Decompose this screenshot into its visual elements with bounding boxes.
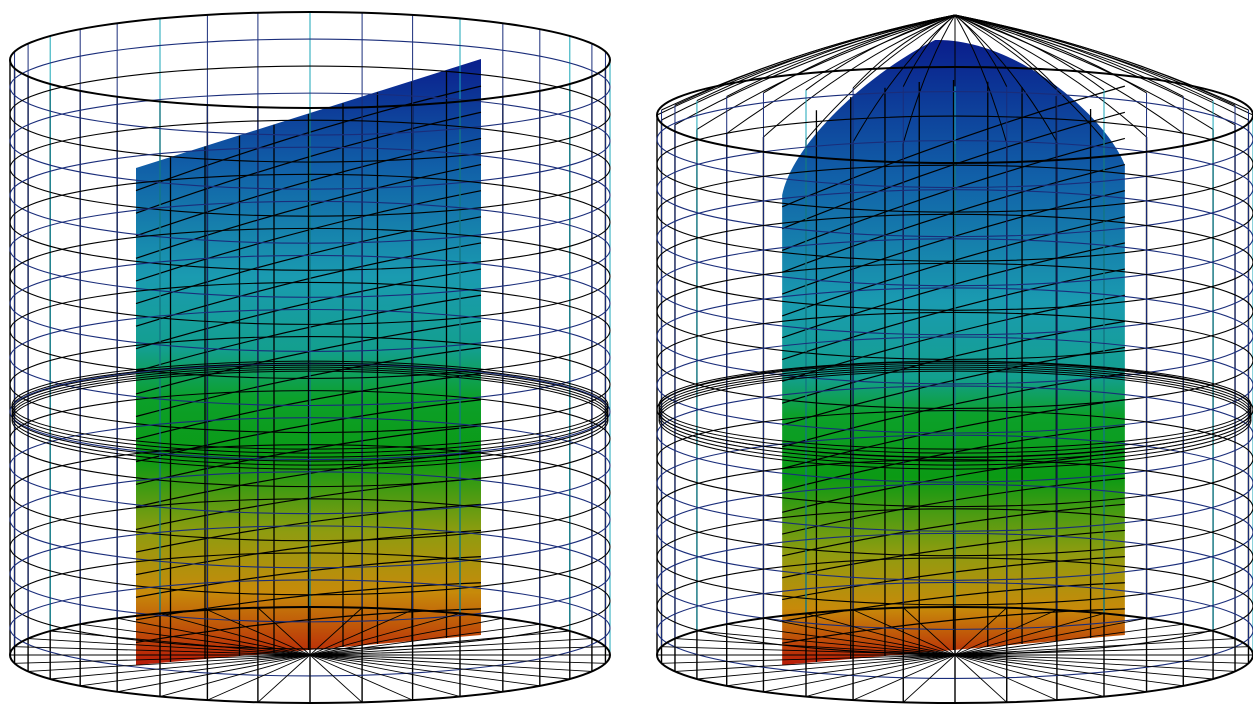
section-plane xyxy=(135,59,482,665)
tank-top-rim xyxy=(656,66,1253,164)
section-grid xyxy=(135,70,482,662)
tank-top-rim xyxy=(9,11,611,109)
left-tank-panel xyxy=(9,11,611,704)
section-grid xyxy=(781,80,1126,662)
section-plane xyxy=(781,39,1126,666)
wireframe-mesh xyxy=(9,11,611,704)
wireframe-mesh xyxy=(656,14,1253,704)
right-tank-panel xyxy=(656,14,1253,704)
